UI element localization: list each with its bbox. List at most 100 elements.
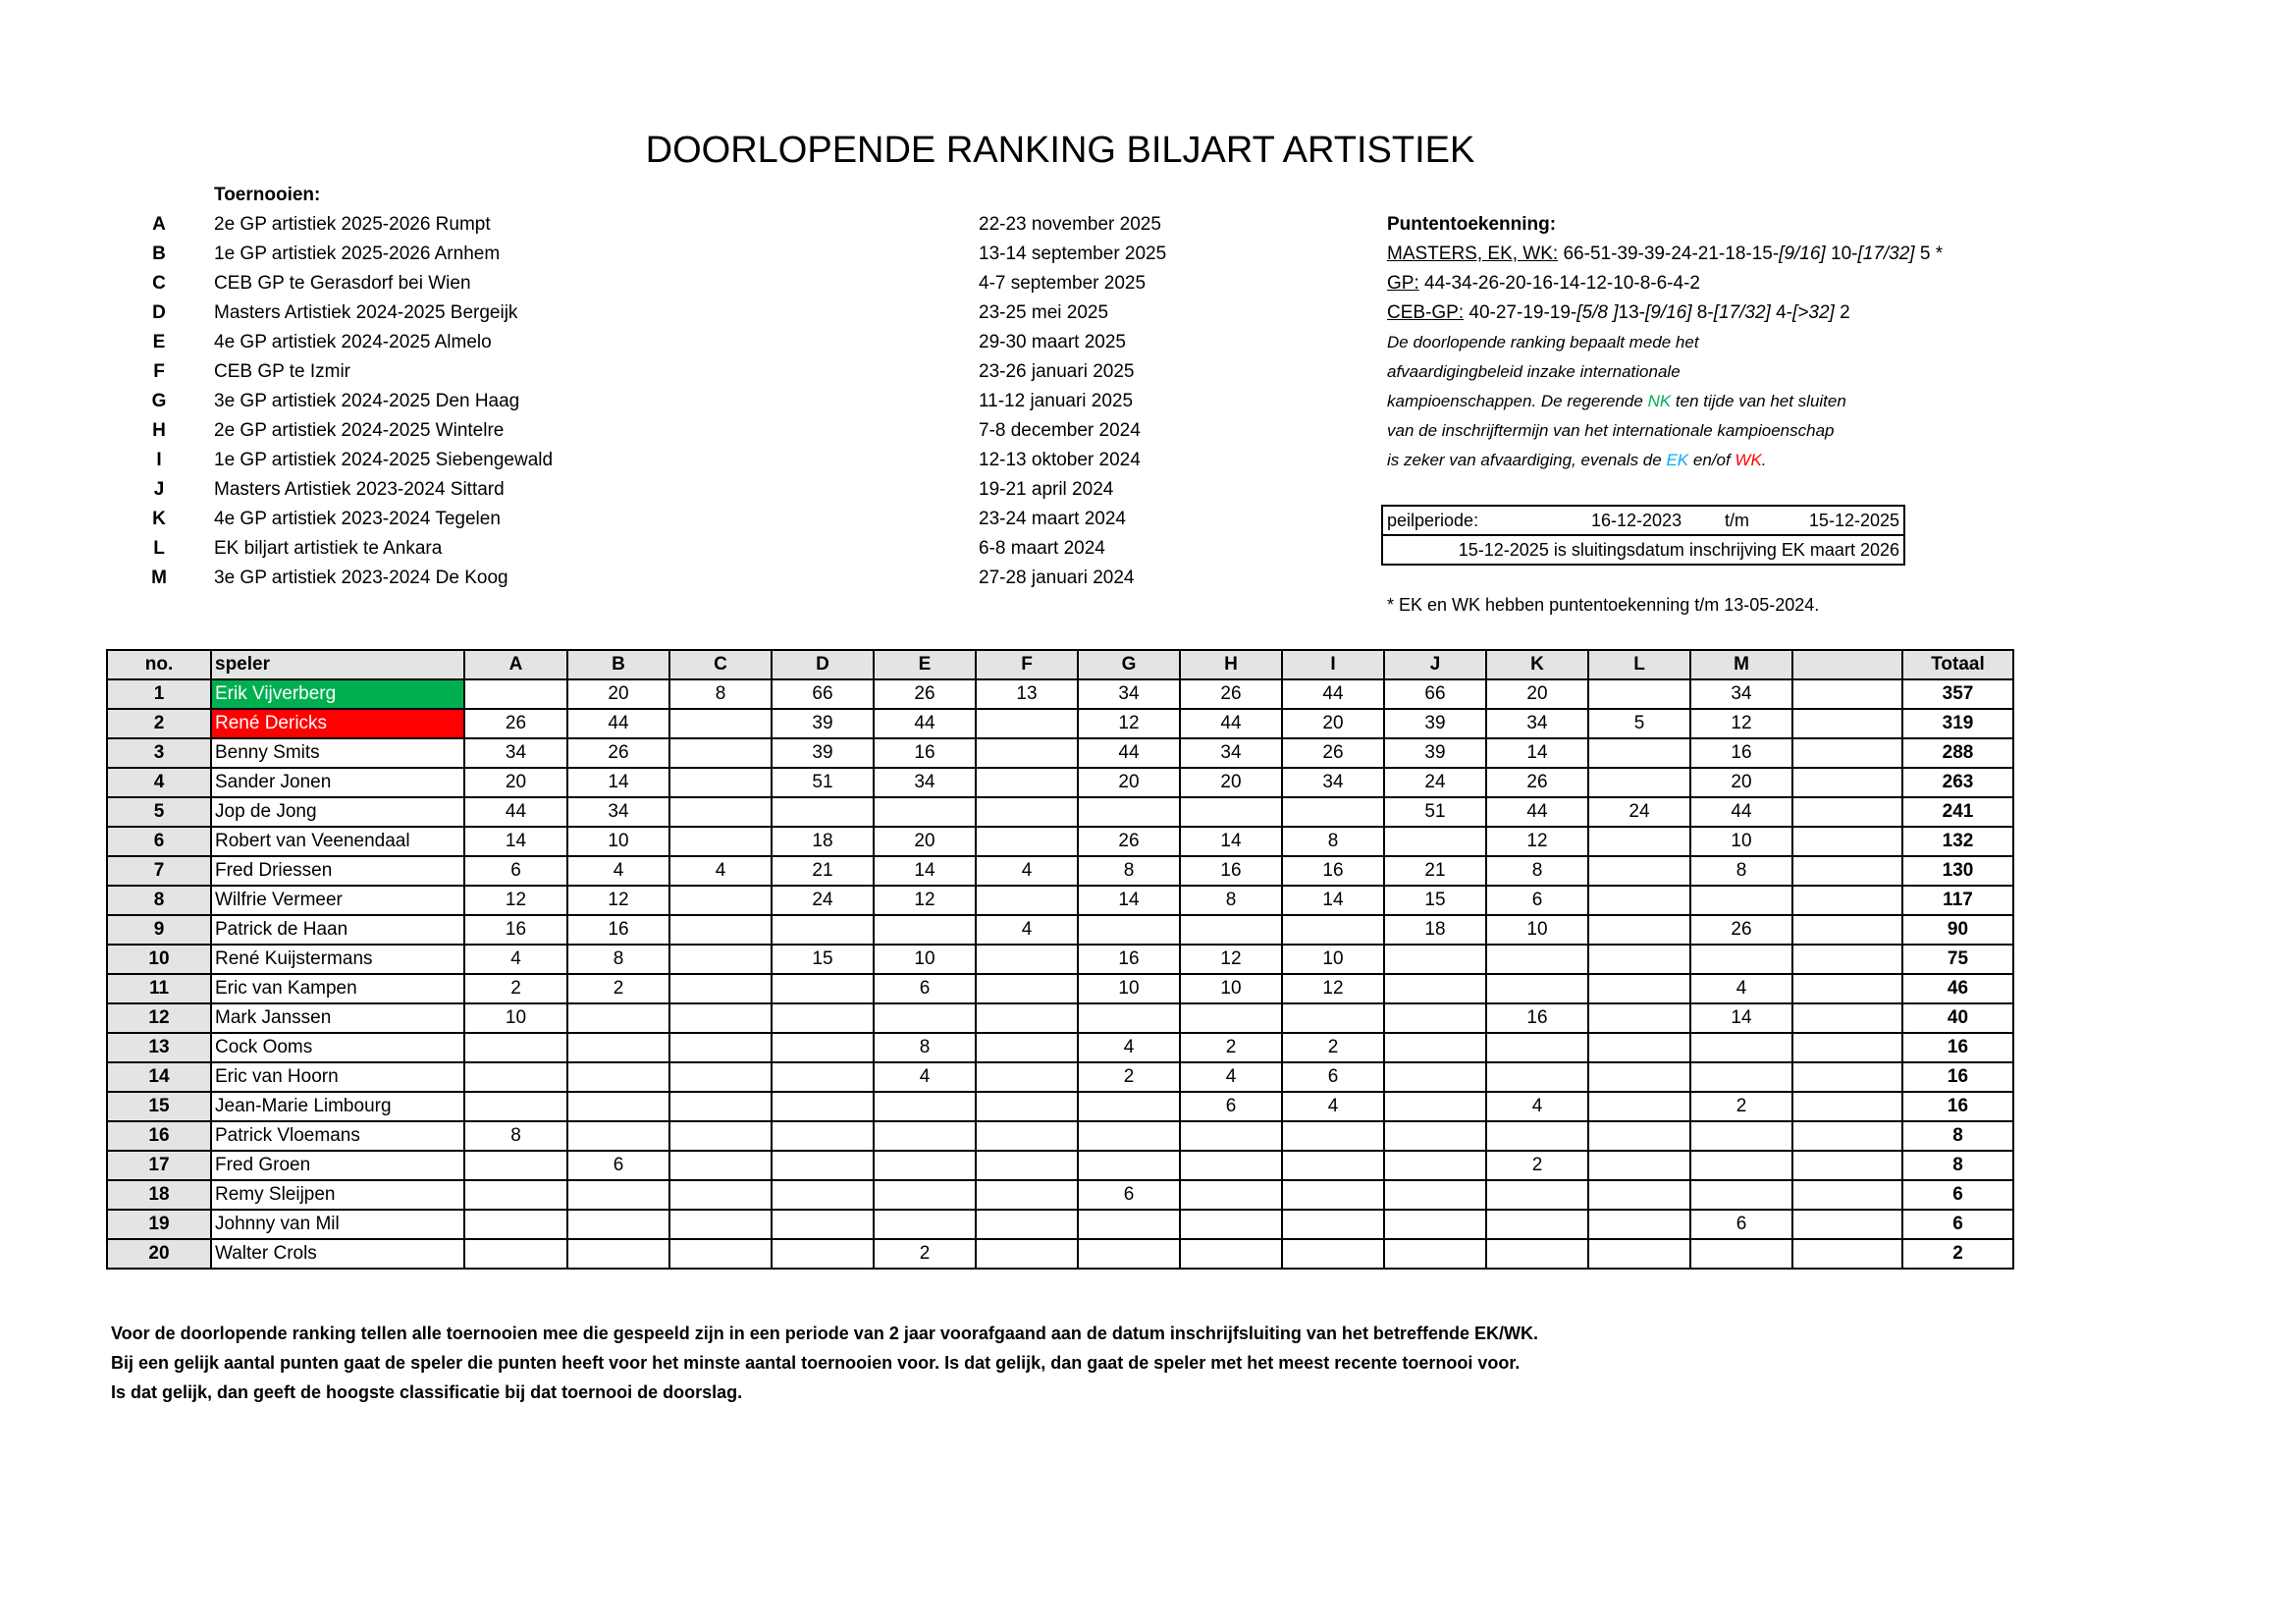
score-cell: [1383, 1209, 1487, 1240]
score-cell: [668, 944, 773, 975]
score-cell: 14: [566, 767, 670, 798]
ceb-points: 8-: [1691, 302, 1714, 323]
column-header: K: [1485, 649, 1589, 680]
score-cell: [668, 1002, 773, 1034]
score-cell: 44: [463, 796, 568, 828]
score-cell: [1791, 1002, 1903, 1034]
player-name-cell: Robert van Veenendaal: [210, 826, 465, 857]
tournament-code: C: [152, 273, 166, 294]
score-cell: 4: [1077, 1032, 1181, 1063]
score-cell: [1281, 1238, 1385, 1270]
note-line: afvaardigingbeleid inzake internationale: [1387, 362, 1681, 381]
score-cell: [1485, 1209, 1589, 1240]
table-row: 11 Eric van Kampen 2 2 6 10 10 12 4 46: [106, 973, 2014, 1004]
score-cell: [1383, 1120, 1487, 1152]
score-cell: [1383, 1002, 1487, 1034]
score-cell: 16: [873, 737, 977, 769]
score-cell: 24: [1587, 796, 1691, 828]
score-cell: 34: [463, 737, 568, 769]
column-header: C: [668, 649, 773, 680]
score-cell: [566, 1061, 670, 1093]
score-cell: 12: [463, 885, 568, 916]
player-name-cell: Wilfrie Vermeer: [210, 885, 465, 916]
score-cell: 21: [771, 855, 875, 887]
tournament-code: F: [153, 361, 165, 382]
score-cell: [1791, 1091, 1903, 1122]
table-row: 16 Patrick Vloemans 8 8: [106, 1120, 2014, 1152]
score-cell: [975, 737, 1079, 769]
score-cell: [771, 1002, 875, 1034]
score-cell: [566, 1032, 670, 1063]
score-cell: [1689, 885, 1793, 916]
score-cell: [463, 1179, 568, 1211]
score-cell: [975, 1150, 1079, 1181]
points-ceb: CEB-GP: 40-27-19-19-[5/8 ]13-[9/16] 8-[1…: [1387, 302, 1850, 324]
score-cell: [1689, 1150, 1793, 1181]
score-cell: [1077, 1150, 1181, 1181]
score-cell: 20: [873, 826, 977, 857]
score-cell: 6: [463, 855, 568, 887]
rank-cell: 19: [106, 1209, 212, 1240]
score-cell: 16: [1485, 1002, 1589, 1034]
note-text: .: [1761, 451, 1767, 469]
table-row: 14 Eric van Hoorn 4 2 4 6 16: [106, 1061, 2014, 1093]
score-cell: [463, 1032, 568, 1063]
player-name-cell: Jop de Jong: [210, 796, 465, 828]
score-cell: 26: [566, 737, 670, 769]
score-cell: 24: [771, 885, 875, 916]
total-cell: 319: [1901, 708, 2014, 739]
ceb-points: 4-: [1770, 302, 1792, 323]
score-cell: [975, 1120, 1079, 1152]
note-line: kampioenschappen. De regerende NK ten ti…: [1387, 392, 1846, 411]
player-name-cell: Walter Crols: [210, 1238, 465, 1270]
score-cell: 14: [1179, 826, 1283, 857]
score-cell: 6: [873, 973, 977, 1004]
page-title: DOORLOPENDE RANKING BILJART ARTISTIEK: [645, 130, 1475, 171]
player-name-cell: Patrick Vloemans: [210, 1120, 465, 1152]
score-cell: 26: [1281, 737, 1385, 769]
column-header: no.: [106, 649, 212, 680]
tournament-code: J: [153, 479, 165, 500]
score-cell: 6: [1485, 885, 1589, 916]
score-cell: [771, 973, 875, 1004]
score-cell: [1587, 1209, 1691, 1240]
column-header: H: [1179, 649, 1283, 680]
score-cell: [1077, 914, 1181, 946]
score-cell: [1485, 1238, 1589, 1270]
score-cell: [1587, 973, 1691, 1004]
score-cell: [1485, 1061, 1589, 1093]
score-cell: 14: [1689, 1002, 1793, 1034]
ceb-points: 13-: [1618, 302, 1645, 323]
rank-cell: 6: [106, 826, 212, 857]
score-cell: [1791, 796, 1903, 828]
score-cell: [1179, 1238, 1283, 1270]
score-cell: [1791, 767, 1903, 798]
ceb-label: CEB-GP:: [1387, 302, 1465, 323]
rank-cell: 13: [106, 1032, 212, 1063]
score-cell: 4: [873, 1061, 977, 1093]
table-row: 20 Walter Crols 2 2: [106, 1238, 2014, 1270]
rank-cell: 12: [106, 1002, 212, 1034]
score-cell: [975, 1238, 1079, 1270]
score-cell: 39: [1383, 737, 1487, 769]
score-cell: [1179, 1002, 1283, 1034]
score-cell: [668, 708, 773, 739]
score-cell: [1383, 1091, 1487, 1122]
score-cell: [873, 1209, 977, 1240]
score-cell: [668, 973, 773, 1004]
score-cell: [1587, 826, 1691, 857]
score-cell: [975, 1179, 1079, 1211]
score-cell: [668, 767, 773, 798]
score-cell: 12: [1077, 708, 1181, 739]
score-cell: [873, 1091, 977, 1122]
score-cell: [975, 1061, 1079, 1093]
score-cell: [1077, 1091, 1181, 1122]
score-cell: 2: [1689, 1091, 1793, 1122]
score-cell: 26: [873, 678, 977, 710]
ranking-table: no. speler A B C D E F G H I J K L M Totaal 1 Erik Vijver…: [106, 649, 2014, 1270]
score-cell: 10: [1689, 826, 1793, 857]
total-cell: 357: [1901, 678, 2014, 710]
score-cell: [1791, 944, 1903, 975]
score-cell: 14: [873, 855, 977, 887]
total-cell: 132: [1901, 826, 2014, 857]
